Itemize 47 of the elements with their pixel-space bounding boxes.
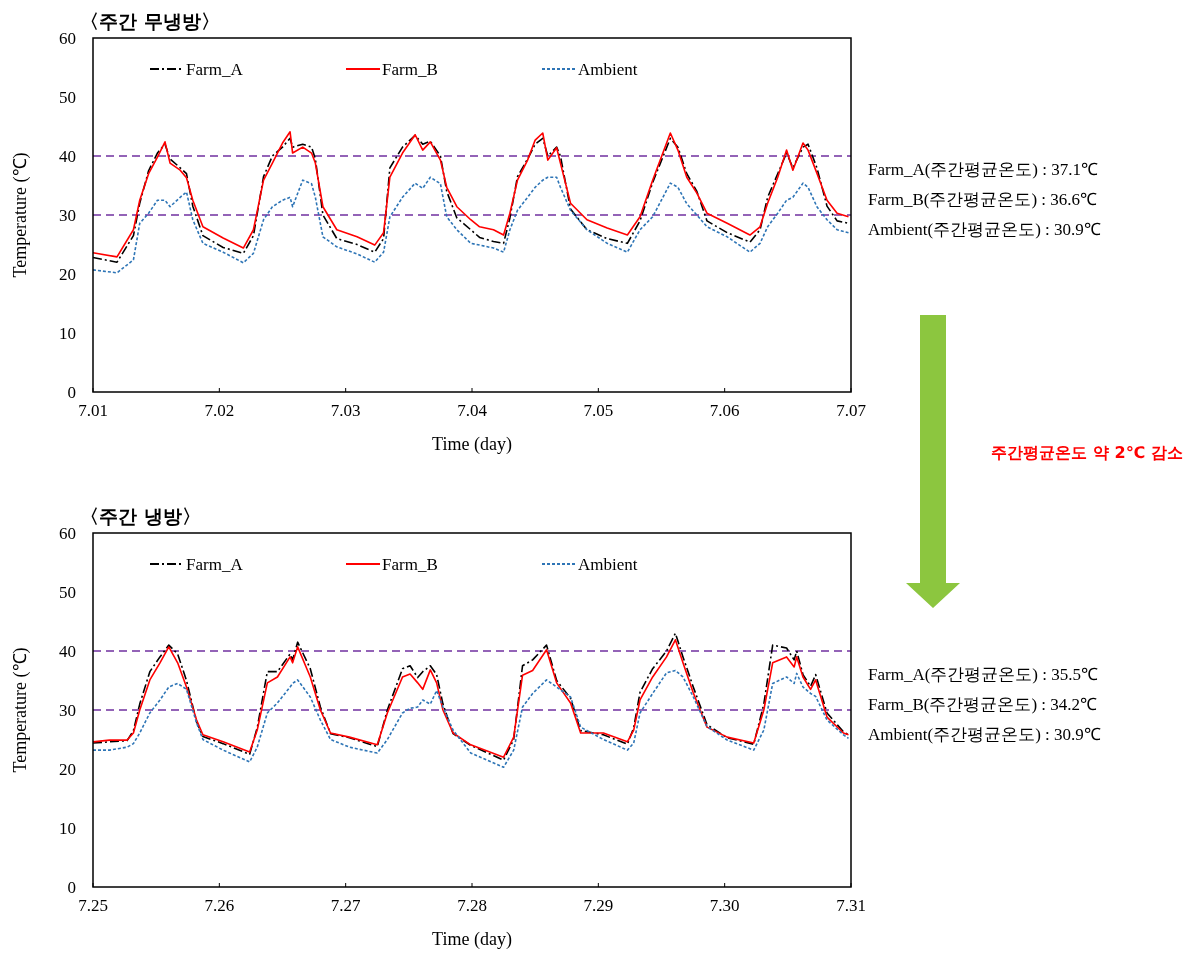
y-tick-label: 60 <box>59 524 76 543</box>
y-tick-label: 10 <box>59 324 76 343</box>
legend-label: Ambient <box>578 555 638 574</box>
x-tick-label: 7.03 <box>330 401 361 420</box>
x-tick-label: 7.29 <box>583 896 614 915</box>
y-tick-label: 0 <box>67 383 76 402</box>
x-tick-label: 7.26 <box>204 896 235 915</box>
chart-title: 〈주간 무냉방〉 <box>80 10 220 32</box>
y-tick-label: 50 <box>59 88 76 107</box>
y-tick-label: 20 <box>59 760 76 779</box>
x-tick-label: 7.01 <box>78 401 108 420</box>
chart-title: 〈주간 냉방〉 <box>80 505 201 527</box>
text: 주간평균온도 약 2℃ 감소 <box>991 443 1183 462</box>
y-tick-label: 60 <box>59 29 76 48</box>
x-tick-label: 7.07 <box>836 401 867 420</box>
x-tick-label: 7.30 <box>709 896 740 915</box>
y-tick-label: 40 <box>59 147 76 166</box>
text: Ambient(주간평균온도) : 30.9℃ <box>868 220 1101 239</box>
y-tick-label: 30 <box>59 206 76 225</box>
text: Farm_A(주간평균온도) : 35.5℃ <box>868 665 1098 684</box>
x-tick-label: 7.04 <box>457 401 488 420</box>
text: Farm_A(주간평균온도) : 37.1℃ <box>868 160 1098 179</box>
text: Farm_B(주간평균온도) : 34.2℃ <box>868 695 1098 714</box>
x-tick-label: 7.05 <box>583 401 614 420</box>
legend-label: Farm_A <box>186 555 244 574</box>
x-tick-label: 7.06 <box>709 401 740 420</box>
y-tick-label: 30 <box>59 701 76 720</box>
legend-label: Farm_A <box>186 60 244 79</box>
y-tick-label: 40 <box>59 642 76 661</box>
x-tick-label: 7.28 <box>457 896 487 915</box>
x-tick-label: 7.27 <box>330 896 362 915</box>
x-tick-label: 7.25 <box>78 896 108 915</box>
text: Farm_B(주간평균온도) : 36.6℃ <box>868 190 1098 209</box>
legend-label: Farm_B <box>382 60 438 79</box>
x-axis-title: Time (day) <box>432 434 512 455</box>
x-tick-label: 7.02 <box>204 401 235 420</box>
legend-label: Farm_B <box>382 555 438 574</box>
y-tick-label: 10 <box>59 819 76 838</box>
text: Ambient(주간평균온도) : 30.9℃ <box>868 725 1101 744</box>
y-tick-label: 50 <box>59 583 76 602</box>
y-tick-label: 0 <box>67 878 76 897</box>
x-tick-label: 7.31 <box>836 896 866 915</box>
y-tick-label: 20 <box>59 265 76 284</box>
x-axis-title: Time (day) <box>432 929 512 950</box>
legend-label: Ambient <box>578 60 638 79</box>
y-axis-title: Temperature (℃) <box>10 647 31 773</box>
y-axis-title: Temperature (℃) <box>10 152 31 278</box>
